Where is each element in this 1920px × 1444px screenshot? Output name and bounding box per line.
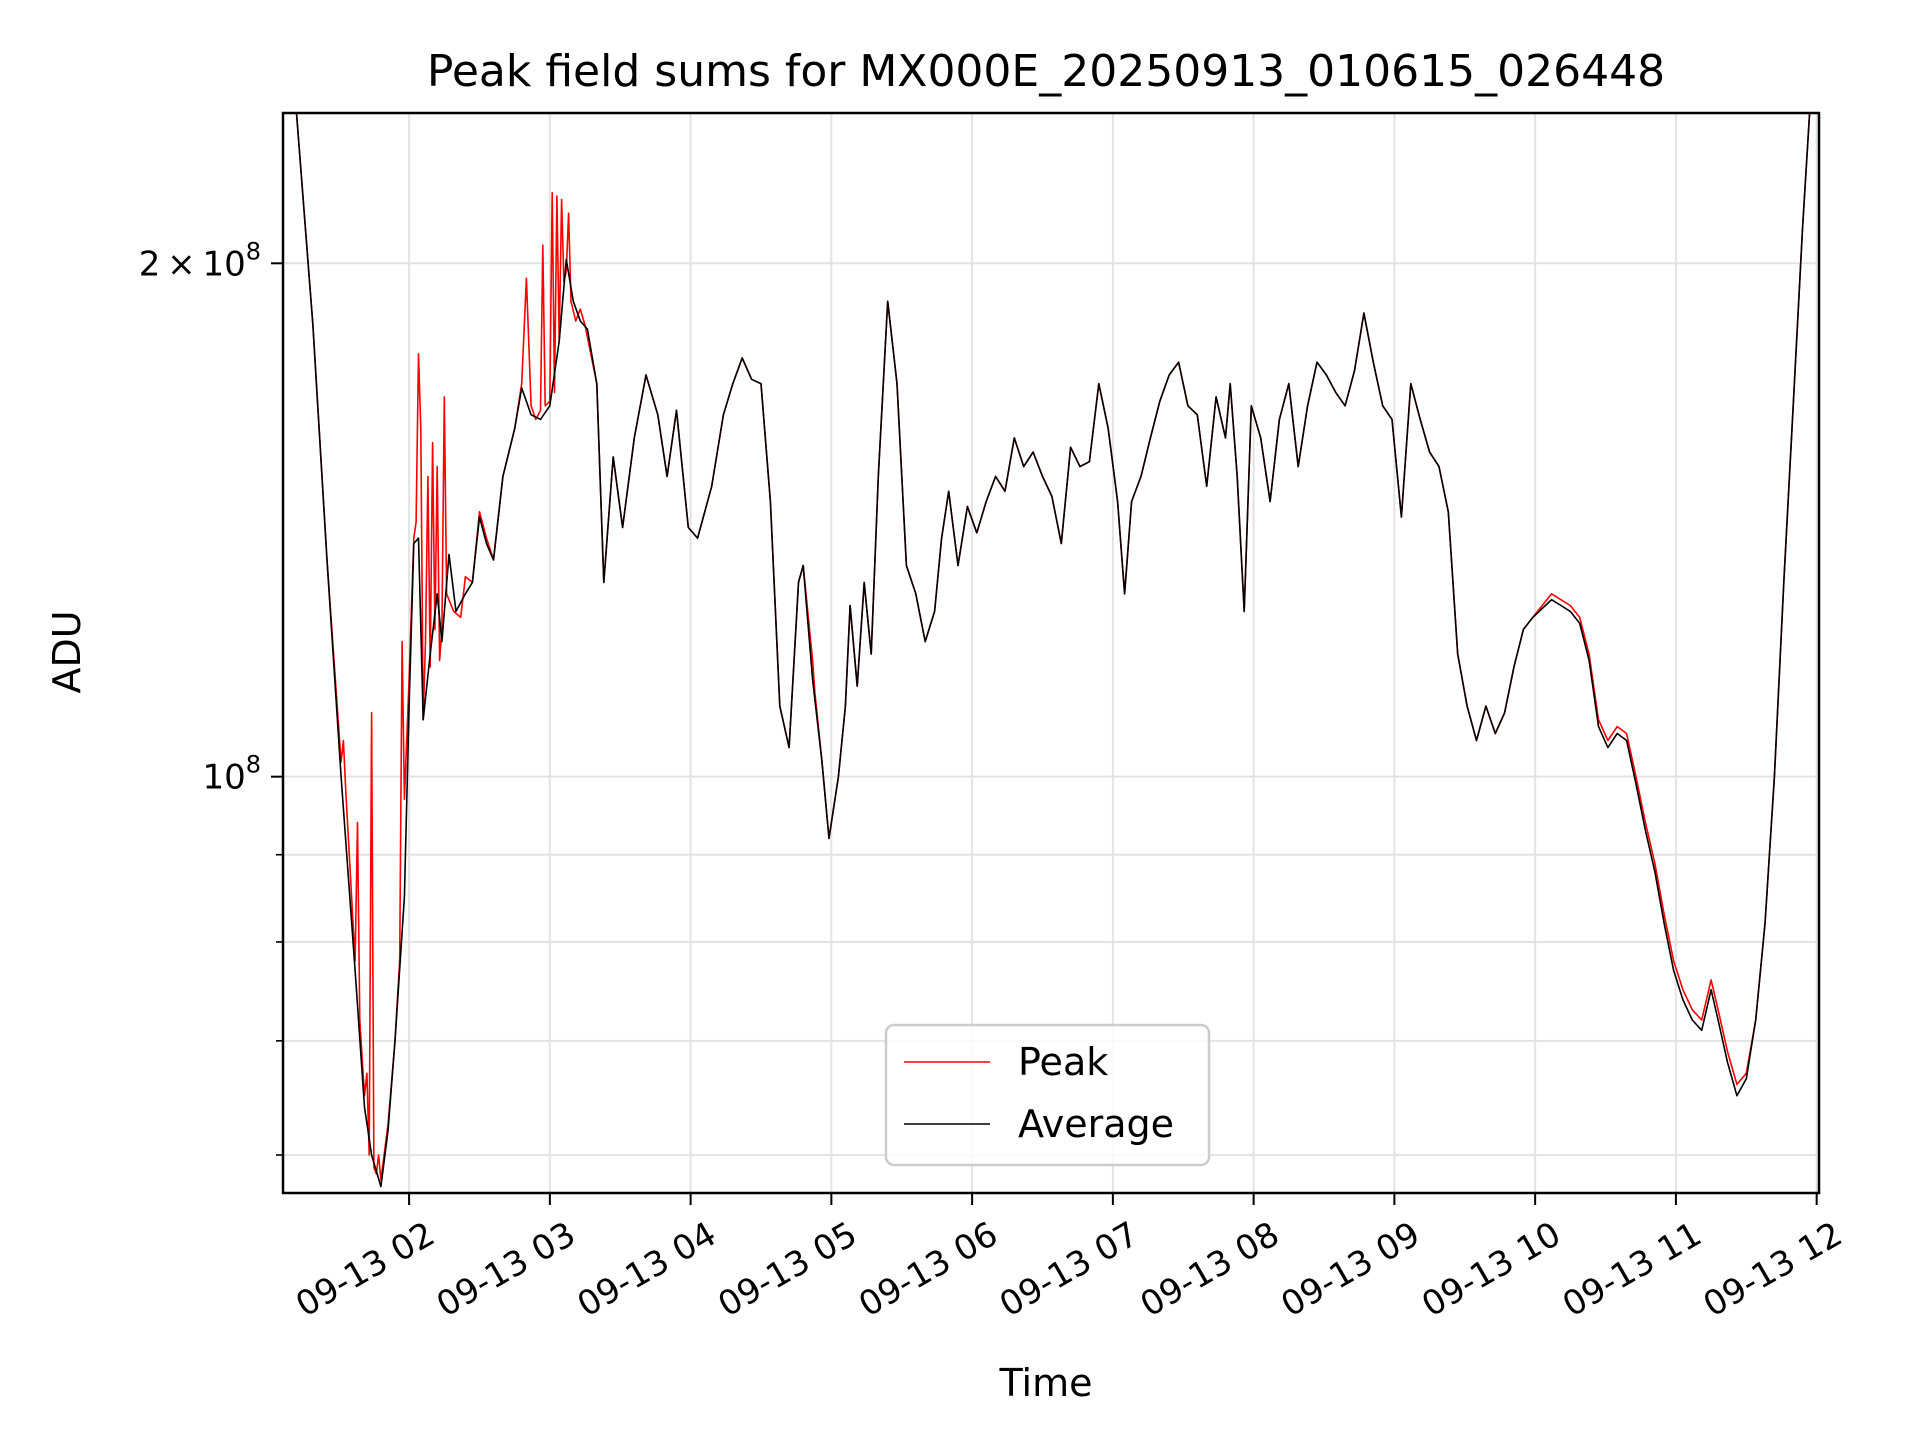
y-tick-label: 2 × 108 [139, 237, 261, 284]
legend: Peak Average [884, 1023, 1211, 1167]
y-axis-label: ADU [45, 610, 89, 693]
axes-frame [281, 111, 1821, 1195]
x-axis-label: Time [999, 1361, 1093, 1405]
plot-area [283, 113, 1819, 1188]
legend-label-average: Average [1018, 1102, 1174, 1146]
chart-title: Peak field sums for MX000E_20250913_0106… [427, 46, 1665, 97]
legend-box [884, 1023, 1211, 1167]
series-line-average [283, 113, 1819, 1188]
y-tick-label: 108 [202, 751, 261, 798]
legend-label-peak: Peak [1018, 1040, 1108, 1084]
